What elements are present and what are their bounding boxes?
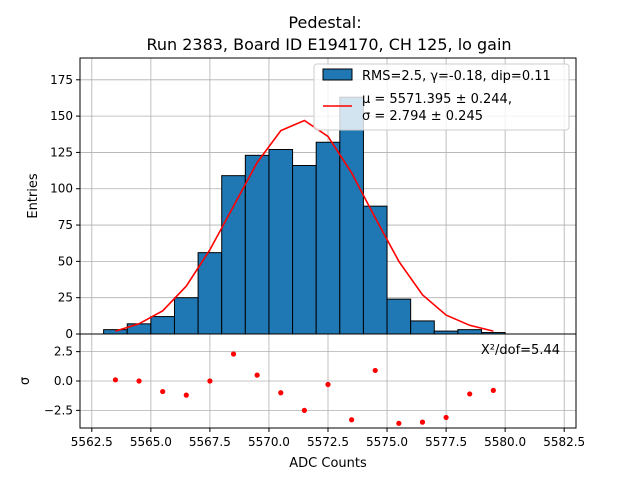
residual-point [490,387,496,393]
histogram-bar [221,175,246,335]
bottom-y-tick-label: 2.5 [54,345,73,359]
residual-point [349,417,355,423]
x-ticks: 5562.5 5565.0 5567.5 5570.0 5572.5 5575.0 5577… [71,428,585,449]
residual-point [254,372,260,378]
chi2-label: X²/dof=5.44 [481,343,560,358]
legend-box [313,63,570,131]
residual-points [112,351,496,426]
x-tick-label: 5572.5 [307,435,349,449]
residual-point [183,392,189,398]
residual-point [207,378,213,384]
bottom-y-tick-label: 0.0 [54,374,73,388]
top-y-tick-label: 50 [58,254,73,268]
top-y-tick-label: 125 [50,145,73,159]
legend-fit-line2: σ = 2.794 ± 0.245 [362,109,483,124]
x-tick-label: 5580.0 [484,435,526,449]
histogram-bar [457,329,483,335]
histogram-bar [173,297,199,335]
histogram-bar [386,298,412,335]
histogram-bar [150,316,175,335]
top-y-tick-label: 75 [58,218,73,232]
residual-point [301,407,307,413]
x-tick-label: 5567.5 [189,435,231,449]
residual-point [396,420,402,426]
legend: RMS=2.5, γ=-0.18, dip=0.11 μ = 5571.395 … [313,63,570,131]
residual-point [112,377,119,383]
legend-hist-swatch [322,68,353,81]
x-tick-label: 5577.5 [425,435,467,449]
legend-hist-label: RMS=2.5, γ=-0.18, dip=0.11 [362,69,551,84]
fit-curve [115,119,494,332]
x-tick-label: 5570.0 [248,435,290,449]
histogram-bar [410,320,435,335]
residual-point [136,378,142,384]
top-y-tick-label: 100 [50,182,73,196]
bottom-y-tick-label: −2.5 [44,403,73,417]
top-y-tick-label: 150 [50,109,73,123]
residual-point [419,419,426,425]
residual-point [230,351,237,357]
legend-fit-line1: μ = 5571.395 ± 0.244, [362,92,512,107]
residual-point [160,388,166,395]
histogram-bar [315,141,341,335]
histogram-bar [197,252,223,335]
residual-point [467,391,473,397]
x-axis-label: ADC Counts [289,456,367,471]
histogram-bar [339,96,364,335]
residual-point [278,390,284,396]
x-tick-label: 5565.0 [130,435,172,449]
top-y-tick-label: 0 [65,327,73,341]
bottom-y-ticks: −2.5 0.0 2.5 [44,345,80,417]
top-y-tick-label: 25 [58,291,73,305]
residual-point [372,367,378,374]
histogram-bar [362,205,388,335]
x-tick-label: 5575.0 [366,435,408,449]
top-y-axis-label: Entries [26,173,41,219]
histogram-bar [126,323,152,335]
chart-title-line2: Run 2383, Board ID E194170, CH 125, lo g… [146,35,511,54]
x-tick-label: 5562.5 [71,435,113,449]
bottom-y-axis-label: σ [18,377,33,385]
histogram-bar [292,164,317,335]
histogram-bar [244,154,270,335]
histogram-bar [268,149,294,335]
histogram-bars [103,96,506,335]
top-y-tick-label: 175 [50,73,73,87]
chart-title-line1: Pedestal: [288,13,361,32]
residual-point [443,414,449,421]
top-y-ticks: 0 25 50 75 100 125 150 175 [50,73,80,341]
x-tick-label: 5582.5 [543,435,585,449]
residual-point [325,381,331,388]
